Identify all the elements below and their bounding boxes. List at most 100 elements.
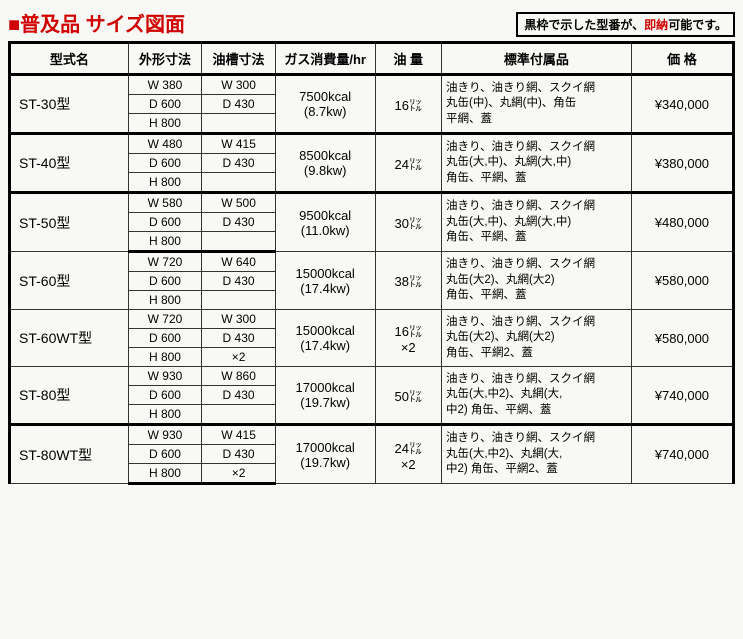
tank-dim-cell: ×2 xyxy=(202,464,276,484)
outer-dim-cell: H 800 xyxy=(128,173,202,193)
tank-dim-cell: W 300 xyxy=(202,310,276,329)
model-cell: ST-60WT型 xyxy=(10,310,129,367)
price-cell: ¥580,000 xyxy=(631,252,733,310)
note-red: 即納 xyxy=(644,18,668,32)
outer-dim-cell: D 600 xyxy=(128,329,202,348)
oil-cell: 50㍑ xyxy=(375,367,441,425)
table-row: ST-50型W 580W 5009500kcal(11.0kw)30㍑油きり、油… xyxy=(10,193,734,213)
gas-cell: 9500kcal(11.0kw) xyxy=(275,193,375,252)
title-text: 普及品 サイズ図面 xyxy=(20,14,185,36)
tank-dim-cell: W 415 xyxy=(202,425,276,445)
tank-dim-cell: D 430 xyxy=(202,95,276,114)
th-gas: ガス消費量/hr xyxy=(275,43,375,75)
outer-dim-cell: W 930 xyxy=(128,425,202,445)
tank-dim-cell: D 430 xyxy=(202,272,276,291)
oil-cell: 30㍑ xyxy=(375,193,441,252)
tank-dim-cell xyxy=(202,291,276,310)
tank-dim-cell: D 430 xyxy=(202,445,276,464)
outer-dim-cell: W 930 xyxy=(128,367,202,386)
outer-dim-cell: H 800 xyxy=(128,405,202,425)
price-cell: ¥480,000 xyxy=(631,193,733,252)
acc-cell: 油きり、油きり網、スクイ網丸缶(大2)、丸網(大2)角缶、平網、蓋 xyxy=(441,252,631,310)
gas-cell: 15000kcal(17.4kw) xyxy=(275,310,375,367)
outer-dim-cell: D 600 xyxy=(128,95,202,114)
outer-dim-cell: W 380 xyxy=(128,75,202,95)
th-acc: 標準付属品 xyxy=(441,43,631,75)
note-post: 可能です。 xyxy=(668,18,727,32)
gas-cell: 17000kcal(19.7kw) xyxy=(275,425,375,484)
page-title: ■普及品 サイズ図面 xyxy=(8,8,185,37)
table-row: ST-80WT型W 930W 41517000kcal(19.7kw)24㍑×2… xyxy=(10,425,734,445)
outer-dim-cell: D 600 xyxy=(128,213,202,232)
gas-cell: 15000kcal(17.4kw) xyxy=(275,252,375,310)
oil-cell: 16㍑ xyxy=(375,75,441,134)
acc-cell: 油きり、油きり網、スクイ網丸缶(大,中)、丸網(大,中)角缶、平網、蓋 xyxy=(441,134,631,193)
oil-cell: 16㍑×2 xyxy=(375,310,441,367)
outer-dim-cell: H 800 xyxy=(128,232,202,252)
tank-dim-cell: D 430 xyxy=(202,329,276,348)
table-row: ST-60WT型W 720W 30015000kcal(17.4kw)16㍑×2… xyxy=(10,310,734,329)
acc-cell: 油きり、油きり網、スクイ網丸缶(中)、丸網(中)、角缶平網、蓋 xyxy=(441,75,631,134)
outer-dim-cell: H 800 xyxy=(128,348,202,367)
outer-dim-cell: H 800 xyxy=(128,114,202,134)
note-box: 黒枠で示した型番が、即納可能です。 xyxy=(516,12,735,37)
table-row: ST-30型W 380W 3007500kcal(8.7kw)16㍑油きり、油き… xyxy=(10,75,734,95)
acc-cell: 油きり、油きり網、スクイ網丸缶(大,中)、丸網(大,中)角缶、平網、蓋 xyxy=(441,193,631,252)
tank-dim-cell xyxy=(202,114,276,134)
tank-dim-cell: D 430 xyxy=(202,386,276,405)
price-cell: ¥340,000 xyxy=(631,75,733,134)
model-cell: ST-40型 xyxy=(10,134,129,193)
oil-cell: 38㍑ xyxy=(375,252,441,310)
table-row: ST-60型W 720W 64015000kcal(17.4kw)38㍑油きり、… xyxy=(10,252,734,272)
oil-cell: 24㍑ xyxy=(375,134,441,193)
note-pre: 黒枠で示した型番が、 xyxy=(524,18,644,32)
price-cell: ¥740,000 xyxy=(631,425,733,484)
outer-dim-cell: D 600 xyxy=(128,154,202,173)
model-cell: ST-50型 xyxy=(10,193,129,252)
tank-dim-cell: W 640 xyxy=(202,252,276,272)
tank-dim-cell xyxy=(202,173,276,193)
gas-cell: 17000kcal(19.7kw) xyxy=(275,367,375,425)
outer-dim-cell: D 600 xyxy=(128,272,202,291)
price-cell: ¥580,000 xyxy=(631,310,733,367)
th-oil: 油 量 xyxy=(375,43,441,75)
model-cell: ST-60型 xyxy=(10,252,129,310)
acc-cell: 油きり、油きり網、スクイ網丸缶(大2)、丸網(大2)角缶、平網2、蓋 xyxy=(441,310,631,367)
gas-cell: 8500kcal(9.8kw) xyxy=(275,134,375,193)
price-cell: ¥380,000 xyxy=(631,134,733,193)
tank-dim-cell: ×2 xyxy=(202,348,276,367)
outer-dim-cell: H 800 xyxy=(128,291,202,310)
title-square: ■ xyxy=(8,14,20,36)
tank-dim-cell: W 415 xyxy=(202,134,276,154)
th-model: 型式名 xyxy=(10,43,129,75)
table-row: ST-40型W 480W 4158500kcal(9.8kw)24㍑油きり、油き… xyxy=(10,134,734,154)
th-outer: 外形寸法 xyxy=(128,43,202,75)
outer-dim-cell: W 480 xyxy=(128,134,202,154)
outer-dim-cell: W 580 xyxy=(128,193,202,213)
outer-dim-cell: W 720 xyxy=(128,310,202,329)
tank-dim-cell: D 430 xyxy=(202,213,276,232)
oil-cell: 24㍑×2 xyxy=(375,425,441,484)
outer-dim-cell: D 600 xyxy=(128,386,202,405)
table-body: ST-30型W 380W 3007500kcal(8.7kw)16㍑油きり、油き… xyxy=(10,75,734,484)
model-cell: ST-30型 xyxy=(10,75,129,134)
price-cell: ¥740,000 xyxy=(631,367,733,425)
table-header-row: 型式名 外形寸法 油槽寸法 ガス消費量/hr 油 量 標準付属品 価 格 xyxy=(10,43,734,75)
tank-dim-cell: W 860 xyxy=(202,367,276,386)
th-price: 価 格 xyxy=(631,43,733,75)
outer-dim-cell: W 720 xyxy=(128,252,202,272)
gas-cell: 7500kcal(8.7kw) xyxy=(275,75,375,134)
outer-dim-cell: H 800 xyxy=(128,464,202,484)
tank-dim-cell xyxy=(202,232,276,252)
tank-dim-cell: W 300 xyxy=(202,75,276,95)
outer-dim-cell: D 600 xyxy=(128,445,202,464)
model-cell: ST-80WT型 xyxy=(10,425,129,484)
tank-dim-cell xyxy=(202,405,276,425)
spec-table: 型式名 外形寸法 油槽寸法 ガス消費量/hr 油 量 標準付属品 価 格 ST-… xyxy=(8,41,735,485)
tank-dim-cell: D 430 xyxy=(202,154,276,173)
th-tank: 油槽寸法 xyxy=(202,43,276,75)
acc-cell: 油きり、油きり網、スクイ網丸缶(大,中2)、丸網(大,中2) 角缶、平網2、蓋 xyxy=(441,425,631,484)
model-cell: ST-80型 xyxy=(10,367,129,425)
table-row: ST-80型W 930W 86017000kcal(19.7kw)50㍑油きり、… xyxy=(10,367,734,386)
tank-dim-cell: W 500 xyxy=(202,193,276,213)
